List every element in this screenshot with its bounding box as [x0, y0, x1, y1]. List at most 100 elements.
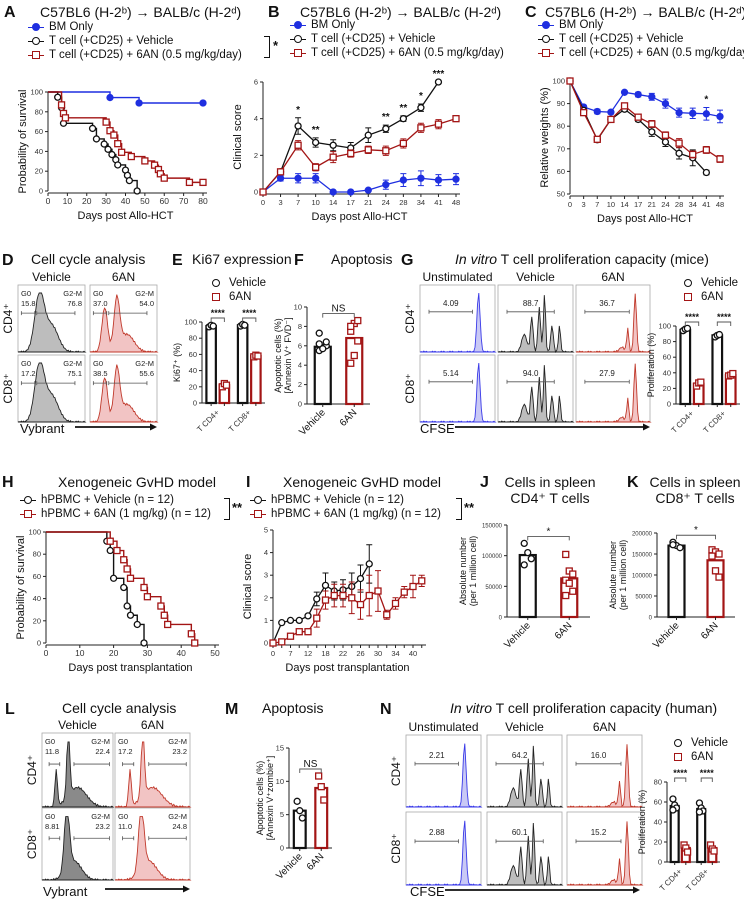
- data-point: [382, 125, 390, 133]
- significance-label: ****: [673, 768, 688, 778]
- y-tick-label: 20: [189, 382, 197, 391]
- y-tick-label: 15: [276, 744, 284, 753]
- x-tick-label: 18: [321, 649, 329, 658]
- data-point: [311, 163, 320, 171]
- y-tick-label: 0: [193, 399, 197, 408]
- data-point: [276, 174, 285, 182]
- flow-histogram-grid-G: Unstimulated Vehicle 6AN CD4⁺ 4.09 88.7 36.7 CD…: [403, 270, 652, 424]
- data-point: [365, 591, 373, 600]
- survival-event-marker: [141, 157, 149, 165]
- survival-event-marker: [108, 150, 116, 159]
- data-point: [356, 574, 365, 583]
- gate-value: 15.2: [591, 828, 607, 837]
- data-point: [286, 616, 295, 625]
- gate-value: 11.0: [118, 822, 132, 831]
- y-axis-label: Proliferation (%): [646, 333, 656, 398]
- bar: [345, 336, 364, 406]
- legend-c: BM Only T cell (+CD25) + Vehicle T cell …: [538, 18, 744, 60]
- data-point: [634, 113, 642, 121]
- y-tick-label: 6: [298, 341, 302, 350]
- legend-item-vehicle: Vehicle: [680, 276, 738, 290]
- survival-event-marker: [114, 140, 122, 148]
- panel-letter-n: N: [380, 701, 392, 718]
- histogram-curve: [114, 816, 192, 881]
- bar-group: [724, 369, 737, 407]
- x-tick-label: T CD4+: [195, 408, 221, 434]
- title-line-2: CD8⁺ T cells: [655, 490, 735, 506]
- gate-line: [414, 761, 459, 766]
- y-tick-label: 70: [557, 144, 565, 153]
- data-point: [356, 600, 365, 609]
- y-tick-label: 40: [35, 147, 43, 156]
- bar-group: [236, 320, 249, 406]
- gate-line: [92, 311, 108, 316]
- gate-name: G2-M: [168, 812, 187, 821]
- individual-data-point: [347, 359, 355, 367]
- histogram-frame: [419, 284, 496, 353]
- individual-data-point: [254, 352, 262, 360]
- data-point: [348, 594, 356, 602]
- x-tick-label: 26: [356, 649, 364, 658]
- gate-name: G2-M: [63, 359, 82, 368]
- data-point: [347, 188, 355, 196]
- legend-label: hPBMC + 6AN (1 mg/kg) (n = 12): [271, 508, 442, 520]
- individual-data-point: [715, 550, 723, 558]
- data-point: [286, 632, 295, 640]
- data-point: [607, 108, 615, 116]
- gate-value: 22.4: [95, 747, 110, 756]
- panel-letter-j: J: [480, 474, 489, 491]
- panel-l-title: Cell cycle analysis: [62, 700, 177, 716]
- row-label: CD8⁺: [25, 829, 39, 859]
- panel-letter-f: F: [294, 252, 304, 269]
- histogram-curve: [566, 821, 644, 886]
- x-tick-label: 10: [63, 196, 73, 206]
- individual-data-point: [562, 550, 570, 559]
- data-point: [452, 175, 460, 183]
- series-0: [269, 544, 373, 647]
- y-tick-label: 0: [254, 188, 258, 197]
- row-label: CD8⁺: [1, 373, 15, 403]
- gate-name: G0: [21, 359, 31, 368]
- data-point: [648, 93, 656, 101]
- chart-J: 0 50000 100000 150000 Absolute number(per 1 …: [458, 524, 590, 651]
- histogram-6an: 27.9: [575, 354, 652, 423]
- legend-item-bm-only: BM Only: [28, 20, 242, 34]
- row-label: CD4⁺: [389, 756, 403, 786]
- data-point: [295, 628, 303, 636]
- data-point: [339, 591, 347, 600]
- histogram-frame: [575, 354, 651, 423]
- individual-data-point: [565, 579, 573, 587]
- column-header: 6AN: [601, 270, 624, 284]
- panel-letter-a: A: [4, 4, 16, 21]
- survival-event-marker: [88, 124, 97, 133]
- survival-event-marker: [160, 174, 168, 182]
- survival-event-marker: [156, 170, 165, 178]
- x-tick-label: 10: [607, 200, 615, 209]
- x-tick-label: 6AN: [338, 407, 360, 429]
- x-tick-label: 34: [391, 649, 399, 658]
- data-point: [399, 176, 408, 184]
- x-tick-label: 10: [75, 648, 85, 658]
- bar-group: [205, 321, 217, 406]
- gate-name: G0: [93, 359, 103, 368]
- legend-item-6an: T cell (+CD25) + 6AN (0.5 mg/kg/day): [28, 48, 242, 62]
- x-tick-label: T CD4+: [658, 867, 684, 893]
- legend-item-vehicle: T cell (+CD25) + Vehicle: [290, 32, 504, 46]
- data-point: [409, 582, 417, 591]
- gate-line: [414, 839, 459, 844]
- arrow-head-icon: [150, 423, 157, 431]
- legend-h: hPBMC + Vehicle (n = 12) hPBMC + 6AN (1 …: [20, 493, 211, 521]
- significance-bracket: [674, 777, 687, 782]
- histogram-vehicle: 64.2: [486, 734, 564, 809]
- data-point: [399, 139, 408, 148]
- x-tick-label: 3: [582, 200, 586, 209]
- y-tick-label: 5: [264, 526, 268, 535]
- gate-value: 76.8: [67, 299, 82, 308]
- x-tick-label: 7: [296, 198, 300, 207]
- data-point: [434, 176, 443, 184]
- survival-curve: [46, 531, 145, 643]
- gate-line: [20, 311, 36, 316]
